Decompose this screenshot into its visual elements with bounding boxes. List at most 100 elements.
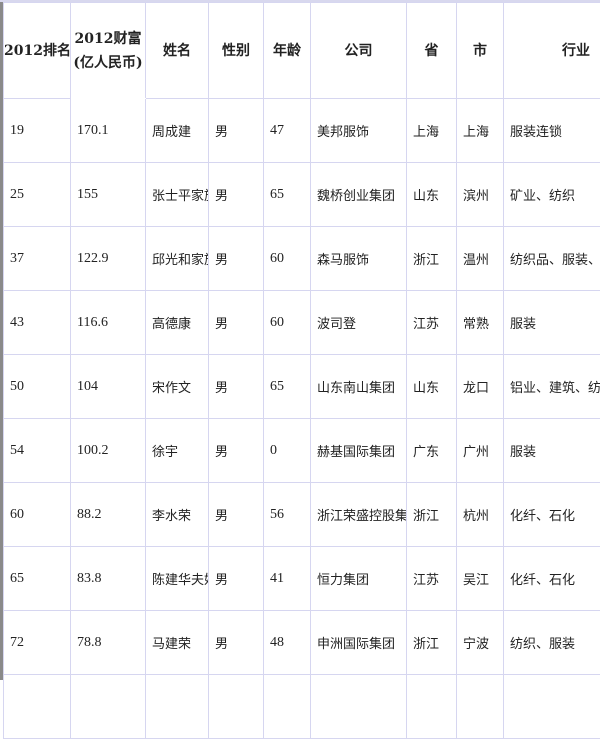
cell-industry: 纺织品、服装、鞋帽 (504, 227, 600, 291)
cell-wealth: 78.8 (71, 611, 146, 675)
cell-age: 48 (264, 611, 311, 675)
cell-name: 李水荣 (146, 483, 209, 547)
cell-province: 广东 (407, 419, 457, 483)
cell-company: 森马服饰 (311, 227, 407, 291)
header-wealth-line1: 2012财富 (75, 31, 142, 47)
cell-gender: 男 (209, 99, 264, 163)
cell-age (264, 675, 311, 739)
cell-gender: 男 (209, 611, 264, 675)
cell-name (146, 675, 209, 739)
cell-city: 吴江 (457, 547, 504, 611)
cell-gender: 男 (209, 291, 264, 355)
header-name: 姓名 (146, 3, 209, 99)
cell-wealth: 100.2 (71, 419, 146, 483)
cell-name: 张士平家族 (146, 163, 209, 227)
cell-city (457, 675, 504, 739)
cell-rank (4, 675, 71, 739)
cell-province (407, 675, 457, 739)
header-wealth: 2012财富 (亿人民币) (71, 3, 146, 99)
cell-rank: 25 (4, 163, 71, 227)
cell-province: 江苏 (407, 291, 457, 355)
wealth-ranking-table: 2012排名 2012财富(亿人民币) 姓名 性别 年龄 公司 省 市 行业 1… (3, 2, 600, 739)
cell-gender: 男 (209, 419, 264, 483)
cell-name: 马建荣 (146, 611, 209, 675)
cell-city: 滨州 (457, 163, 504, 227)
cell-wealth: 155 (71, 163, 146, 227)
cell-wealth: 88.2 (71, 483, 146, 547)
cell-age: 47 (264, 99, 311, 163)
cell-province: 山东 (407, 355, 457, 419)
cell-rank: 37 (4, 227, 71, 291)
cell-company: 波司登 (311, 291, 407, 355)
cell-gender: 男 (209, 227, 264, 291)
cell-gender: 男 (209, 547, 264, 611)
cell-city: 上海 (457, 99, 504, 163)
cell-city: 温州 (457, 227, 504, 291)
cell-rank: 60 (4, 483, 71, 547)
cell-gender (209, 675, 264, 739)
cell-name: 高德康 (146, 291, 209, 355)
cell-rank: 72 (4, 611, 71, 675)
header-province: 省 (407, 3, 457, 99)
header-wealth-line2: (亿人民币) (73, 55, 142, 71)
cell-industry: 服装 (504, 291, 600, 355)
cell-company: 浙江荣盛控股集团 (311, 483, 407, 547)
cell-wealth: 104 (71, 355, 146, 419)
cell-city: 宁波 (457, 611, 504, 675)
cell-wealth: 122.9 (71, 227, 146, 291)
header-gender: 性别 (209, 3, 264, 99)
cell-company: 恒力集团 (311, 547, 407, 611)
cell-rank: 65 (4, 547, 71, 611)
cell-industry: 铝业、建筑、纺织 (504, 355, 600, 419)
cell-company: 魏桥创业集团 (311, 163, 407, 227)
header-rank: 2012排名 (4, 3, 71, 99)
cell-name: 徐宇 (146, 419, 209, 483)
cell-province: 上海 (407, 99, 457, 163)
header-age: 年龄 (264, 3, 311, 99)
cell-age: 60 (264, 227, 311, 291)
cell-rank: 19 (4, 99, 71, 163)
cell-name: 周成建 (146, 99, 209, 163)
cell-age: 0 (264, 419, 311, 483)
cell-wealth: 170.1 (71, 99, 146, 163)
cell-rank: 50 (4, 355, 71, 419)
cell-city: 杭州 (457, 483, 504, 547)
cell-industry: 矿业、纺织 (504, 163, 600, 227)
cell-city: 龙口 (457, 355, 504, 419)
cell-rank: 43 (4, 291, 71, 355)
cell-name: 陈建华夫妇 (146, 547, 209, 611)
cell-company: 美邦服饰 (311, 99, 407, 163)
cell-name: 邱光和家族 (146, 227, 209, 291)
cell-industry: 化纤、石化 (504, 483, 600, 547)
cell-rank: 54 (4, 419, 71, 483)
cell-city: 常熟 (457, 291, 504, 355)
header-industry: 行业 (504, 3, 600, 99)
cell-industry: 服装 (504, 419, 600, 483)
cell-province: 浙江 (407, 227, 457, 291)
cell-company: 赫基国际集团 (311, 419, 407, 483)
cell-province: 山东 (407, 163, 457, 227)
cell-wealth: 83.8 (71, 547, 146, 611)
cell-wealth: 116.6 (71, 291, 146, 355)
cell-age: 65 (264, 355, 311, 419)
cell-industry (504, 675, 600, 739)
cell-gender: 男 (209, 355, 264, 419)
table-row: 25155张士平家族男65魏桥创业集团山东滨州矿业、纺织 (4, 163, 600, 227)
cell-industry: 纺织、服装 (504, 611, 600, 675)
cell-gender: 男 (209, 163, 264, 227)
cell-age: 41 (264, 547, 311, 611)
header-company: 公司 (311, 3, 407, 99)
cell-province: 浙江 (407, 483, 457, 547)
header-row: 2012排名 2012财富(亿人民币) 姓名 性别 年龄 公司 省 市 行业 (4, 3, 600, 99)
cell-company: 申洲国际集团 (311, 611, 407, 675)
cell-wealth (71, 675, 146, 739)
table-row (4, 675, 600, 739)
cell-industry: 化纤、石化 (504, 547, 600, 611)
